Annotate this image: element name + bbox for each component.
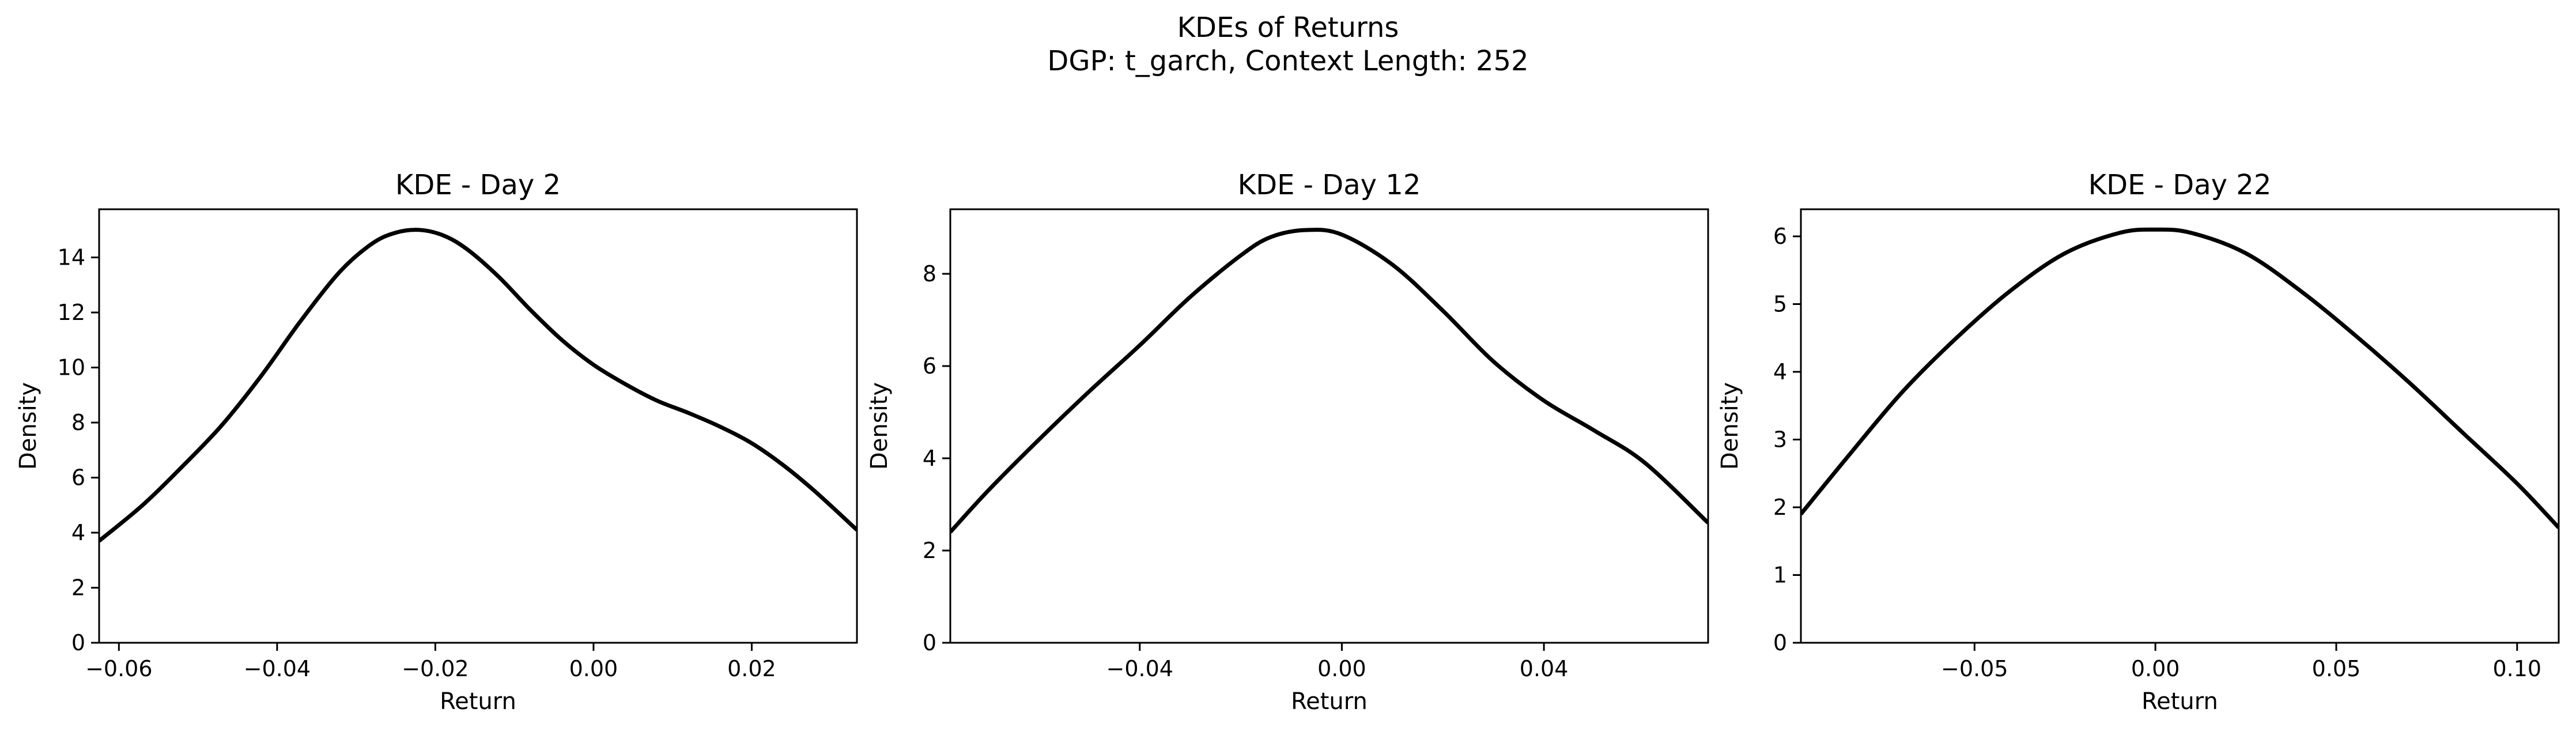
y-tick-label: 6 xyxy=(923,353,936,379)
x-tick-label: 0.00 xyxy=(569,656,618,681)
y-tick-label: 6 xyxy=(71,465,85,491)
plot-frame xyxy=(949,208,1709,644)
y-tick-label: 2 xyxy=(71,575,85,601)
x-axis-label: Return xyxy=(440,688,516,715)
x-tick-label: 0.00 xyxy=(1317,656,1366,681)
y-tick-label: 10 xyxy=(58,355,85,380)
figure-title-line-2: DGP: t_garch, Context Length: 252 xyxy=(1047,45,1528,77)
x-tick-label: −0.04 xyxy=(244,656,311,681)
y-tick-label: 8 xyxy=(71,410,85,435)
y-tick-label: 2 xyxy=(923,538,936,563)
subplot-day-2: KDE - Day 2 −0.06 −0.04 −0.02 0.00 0.02 0 2 4 6 8 1… xyxy=(15,169,858,715)
y-tick-label: 8 xyxy=(923,261,936,287)
x-tick-label: 0.04 xyxy=(1520,656,1569,681)
kde-line xyxy=(950,228,1708,534)
y-tick-label: 0 xyxy=(71,630,85,655)
figure-title-line-1: KDEs of Returns xyxy=(1177,12,1399,44)
x-tick-label: −0.04 xyxy=(1106,656,1173,681)
y-axis-label: Density xyxy=(1717,382,1743,470)
x-axis-label: Return xyxy=(1291,688,1368,715)
subplot-title: KDE - Day 12 xyxy=(1238,169,1421,201)
subplot-day-22: KDE - Day 22 −0.05 0.00 0.05 0.10 0 1 2 3 4 5 6 Retu… xyxy=(1717,169,2560,715)
y-tick-label: 4 xyxy=(71,520,85,545)
x-tick-label: 0.00 xyxy=(2131,656,2180,681)
y-tick-label: 1 xyxy=(1773,563,1787,588)
y-tick-label: 4 xyxy=(923,446,936,471)
x-tick-label: 0.05 xyxy=(2312,656,2361,681)
subplot-day-12: KDE - Day 12 −0.04 0.00 0.04 0 2 4 6 8 Return Dens… xyxy=(866,169,1709,715)
y-tick-label: 14 xyxy=(58,245,85,270)
y-tick-label: 12 xyxy=(58,300,85,325)
y-axis-label: Density xyxy=(866,382,893,470)
kde-line xyxy=(99,228,857,543)
subplot-title: KDE - Day 22 xyxy=(2088,169,2272,201)
subplot-title: KDE - Day 2 xyxy=(395,169,561,201)
y-tick-label: 2 xyxy=(1773,495,1787,520)
kde-line xyxy=(1801,227,2559,529)
plot-frame xyxy=(98,208,858,644)
x-tick-label: 0.02 xyxy=(727,656,776,681)
y-tick-label: 4 xyxy=(1773,359,1787,385)
x-tick-label: −0.02 xyxy=(402,656,469,681)
y-tick-label: 0 xyxy=(923,630,936,655)
y-tick-label: 6 xyxy=(1773,224,1787,249)
y-tick-label: 5 xyxy=(1773,292,1787,317)
y-tick-label: 3 xyxy=(1773,427,1787,453)
x-axis-label: Return xyxy=(2141,688,2218,715)
x-tick-label: −0.05 xyxy=(1941,656,2008,681)
y-axis-label: Density xyxy=(15,382,41,470)
y-tick-label: 0 xyxy=(1773,630,1787,655)
plot-frame xyxy=(1800,208,2560,644)
x-tick-label: 0.10 xyxy=(2493,656,2542,681)
x-tick-label: −0.06 xyxy=(85,656,152,681)
